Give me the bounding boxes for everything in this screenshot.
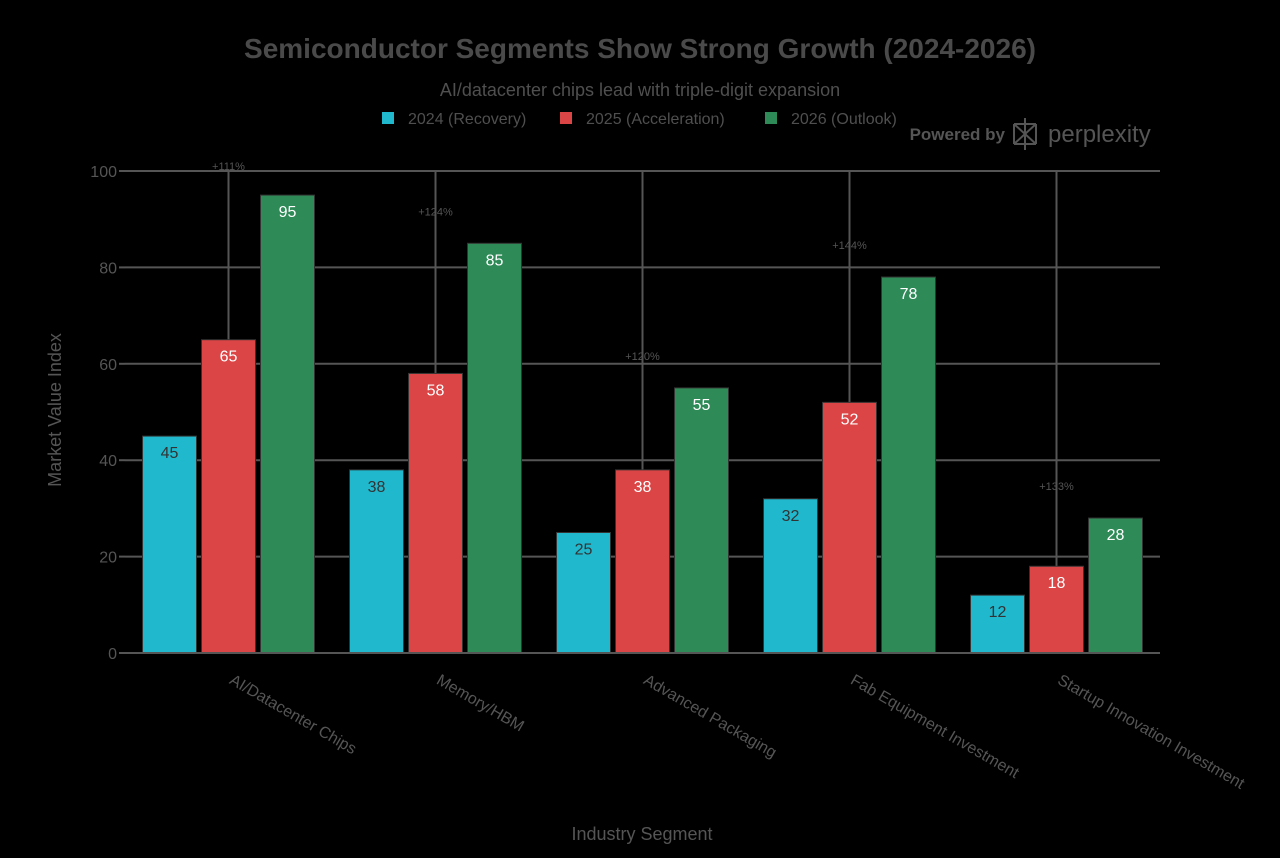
bar [467, 242, 522, 654]
bar [615, 469, 670, 654]
bar [408, 372, 463, 654]
bar-value-label: 25 [575, 542, 593, 559]
y-axis-title: Market Value Index [45, 333, 65, 487]
legend: 2024 (Recovery) 2025 (Acceleration) 2026… [382, 111, 897, 128]
bar-value-label: 65 [220, 349, 238, 366]
bar-value-label: 12 [989, 604, 1007, 621]
bar-value-label: 95 [279, 204, 297, 221]
y-tick-label: 0 [108, 646, 117, 663]
bar-value-label: 38 [634, 479, 652, 496]
powered-by-text: Powered by [910, 125, 1006, 144]
bar-value-label: 45 [161, 445, 179, 462]
bar [142, 435, 197, 654]
bars [142, 194, 1143, 654]
y-tick-label: 100 [90, 164, 117, 181]
y-tick-label: 40 [99, 453, 117, 470]
perplexity-logo-icon [1013, 118, 1037, 150]
bar-value-label: 85 [486, 252, 504, 269]
bar-value-label: 55 [693, 397, 711, 414]
bar [349, 469, 404, 654]
legend-label-2025: 2025 (Acceleration) [586, 111, 725, 128]
bar [1029, 565, 1084, 654]
bar-value-label: 58 [427, 382, 445, 399]
x-axis-title: Industry Segment [571, 824, 712, 844]
bar-value-label: 78 [900, 286, 918, 303]
y-tick-label: 20 [99, 550, 117, 567]
bar-value-label: 52 [841, 411, 859, 428]
x-tick-label: Advanced Packaging [641, 672, 780, 762]
bar-value-label: 32 [782, 508, 800, 525]
legend-swatch-2024 [382, 112, 394, 124]
bar [881, 276, 936, 654]
bar [763, 498, 818, 654]
bar [556, 532, 611, 654]
branding: Powered by perplexity [910, 118, 1151, 150]
y-tick-label: 80 [99, 260, 117, 277]
perplexity-wordmark: perplexity [1048, 121, 1151, 148]
growth-annotation: +111% [212, 161, 245, 173]
bar-value-label: 38 [368, 479, 386, 496]
bar-value-label: 28 [1107, 527, 1125, 544]
bar-value-labels: 45 65 95 +111% 38 58 85 +124% 25 38 55 +120% 32 52 78 +… [161, 161, 1125, 621]
x-tick-label: Startup Innovation Investment [1055, 672, 1248, 793]
legend-swatch-2026 [765, 112, 777, 124]
bar [674, 387, 729, 654]
y-tick-label: 60 [99, 357, 117, 374]
growth-annotation: +124% [418, 206, 453, 218]
bar [260, 194, 315, 654]
growth-annotation: +144% [832, 240, 867, 252]
bar [970, 594, 1025, 654]
legend-swatch-2025 [560, 112, 572, 124]
x-tick-label: Memory/HBM [434, 672, 527, 736]
legend-label-2026: 2026 (Outlook) [791, 111, 897, 128]
chart-subtitle: AI/datacenter chips lead with triple-dig… [440, 80, 840, 100]
growth-annotation: +133% [1039, 481, 1074, 493]
bar [1088, 517, 1143, 654]
growth-annotation: +120% [625, 351, 660, 363]
legend-label-2024: 2024 (Recovery) [408, 111, 526, 128]
bar [822, 401, 877, 654]
bar-value-label: 18 [1048, 575, 1066, 592]
x-tick-label: Fab Equipment Investment [848, 672, 1023, 783]
chart-title: Semiconductor Segments Show Strong Growt… [244, 33, 1036, 64]
x-tick-label: AI/Datacenter Chips [227, 672, 360, 758]
bar [201, 339, 256, 654]
